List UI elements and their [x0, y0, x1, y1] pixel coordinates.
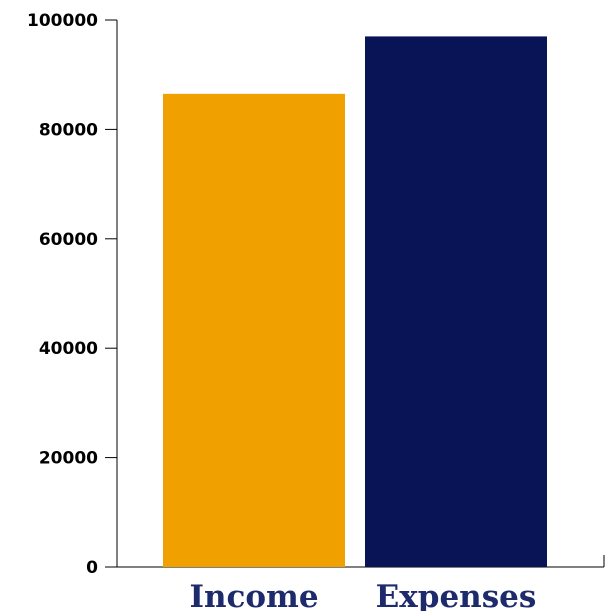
- y-axis: 0 20000 40000 60000 80000 100000: [27, 11, 118, 578]
- x-tick-label-expenses: Expenses: [376, 579, 537, 611]
- x-tick-labels: Income Expenses: [189, 579, 536, 611]
- x-tick-label-income: Income: [189, 579, 318, 611]
- y-tick-label: 40000: [39, 339, 98, 359]
- bars: [163, 36, 547, 568]
- bar-income: [163, 93, 345, 567]
- y-tick-label: 60000: [39, 230, 98, 250]
- bar-expenses: [365, 36, 547, 568]
- y-tick-label: 20000: [39, 449, 98, 469]
- y-tick-label: 0: [86, 558, 98, 578]
- y-tick-label: 100000: [27, 11, 98, 31]
- y-tick-label: 80000: [39, 120, 98, 140]
